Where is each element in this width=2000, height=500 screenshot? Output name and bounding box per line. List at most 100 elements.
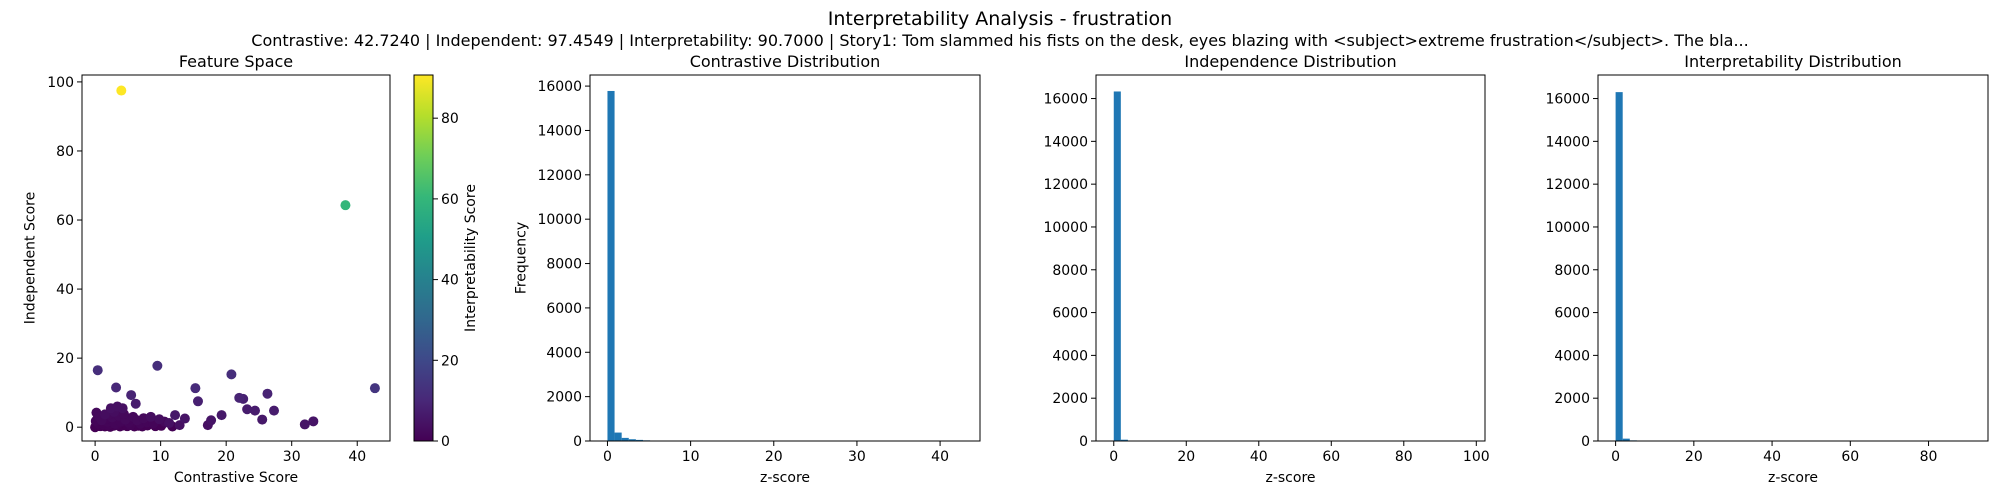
x-tick-label: 40 xyxy=(348,449,366,465)
y-tick-label: 0 xyxy=(1581,434,1590,450)
x-tick-label: 80 xyxy=(1395,449,1413,465)
y-tick-label: 0 xyxy=(1079,434,1088,450)
colorbar-tick-label: 40 xyxy=(441,273,459,289)
x-tick-label: 30 xyxy=(283,449,301,465)
histogram-bar xyxy=(607,90,615,441)
scatter-point xyxy=(152,360,163,371)
scatter-point xyxy=(126,390,137,401)
x-axis-label: z-score xyxy=(1265,470,1315,486)
y-tick-label: 8000 xyxy=(1554,263,1590,279)
y-tick-label: 12000 xyxy=(537,168,582,184)
y-tick-label: 60 xyxy=(56,213,74,229)
y-tick-label: 16000 xyxy=(1043,92,1088,108)
subplot-title: Feature Space xyxy=(179,52,293,71)
scatter-point xyxy=(216,410,227,421)
scatter-point xyxy=(242,404,253,415)
scatter-point xyxy=(154,414,165,425)
colorbar-tick-label: 60 xyxy=(441,192,459,208)
subplot-4: 0 20 40 60 80 0 2000 4000 6000 8000 10000 12000 1400… xyxy=(1545,52,1989,486)
y-tick-label: 14000 xyxy=(1545,134,1590,150)
y-tick-label: 80 xyxy=(56,144,74,160)
y-tick-label: 16000 xyxy=(537,79,582,95)
figure-title: Interpretability Analysis - frustration xyxy=(828,8,1172,30)
colorbar-tick-label: 20 xyxy=(441,353,459,369)
subplot-title: Independence Distribution xyxy=(1184,52,1396,71)
y-tick-label: 2000 xyxy=(1554,391,1590,407)
scatter-point xyxy=(340,200,351,211)
y-tick-label: 0 xyxy=(573,434,582,450)
histogram-bar xyxy=(1120,439,1128,441)
x-tick-label: 80 xyxy=(1920,449,1938,465)
scatter-point xyxy=(130,398,141,409)
x-tick-label: 40 xyxy=(1763,449,1781,465)
y-tick-label: 20 xyxy=(56,351,74,367)
y-tick-label: 16000 xyxy=(1545,92,1590,108)
scatter-point xyxy=(192,396,203,407)
x-axis-label: Contrastive Score xyxy=(174,470,298,486)
y-tick-label: 6000 xyxy=(1554,306,1590,322)
y-tick-label: 6000 xyxy=(546,301,582,317)
scatter-point xyxy=(190,383,201,394)
scatter-point xyxy=(308,416,319,427)
x-axis-label: z-score xyxy=(1768,470,1818,486)
x-tick-label: 40 xyxy=(931,449,949,465)
y-tick-label: 4000 xyxy=(1052,348,1088,364)
scatter-point xyxy=(369,383,380,394)
scatter-point xyxy=(206,415,217,426)
y-tick-label: 4000 xyxy=(1554,348,1590,364)
axes-frame xyxy=(81,74,391,442)
histogram-bar xyxy=(628,439,636,441)
x-tick-label: 60 xyxy=(1841,449,1859,465)
y-tick-label: 10000 xyxy=(1545,220,1590,236)
x-tick-label: 100 xyxy=(1463,449,1490,465)
figure-subtitle: Contrastive: 42.7240 | Independent: 97.4… xyxy=(251,31,1748,50)
scatter-point xyxy=(234,392,245,403)
y-tick-label: 6000 xyxy=(1052,306,1088,322)
histogram-bar xyxy=(614,432,622,441)
y-tick-label: 8000 xyxy=(1052,263,1088,279)
histogram-bar xyxy=(621,437,629,441)
y-tick-label: 100 xyxy=(47,75,74,91)
colorbar-tick-label: 80 xyxy=(441,111,459,127)
y-tick-label: 2000 xyxy=(1052,391,1088,407)
colorbar-label: Interpretability Score xyxy=(463,184,479,332)
scatter-point xyxy=(179,413,190,424)
y-tick-label: 0 xyxy=(65,420,74,436)
x-tick-label: 10 xyxy=(682,449,700,465)
x-tick-label: 40 xyxy=(1250,449,1268,465)
subplot-2: 0 10 20 30 40 0 2000 4000 6000 8000 10000 12000 1400… xyxy=(514,52,981,486)
scatter-point xyxy=(99,409,110,420)
y-tick-label: 10000 xyxy=(1043,220,1088,236)
y-tick-label: 8000 xyxy=(546,257,582,273)
scatter-point xyxy=(92,365,103,376)
axes-frame xyxy=(589,74,981,442)
x-tick-label: 30 xyxy=(848,449,866,465)
subplot-3: 0 20 40 60 80 100 0 2000 4000 6000 8000 10000 12000 1… xyxy=(1043,52,1489,486)
x-tick-label: 10 xyxy=(152,449,170,465)
scatter-point xyxy=(250,405,261,416)
subplot-title: Contrastive Distribution xyxy=(690,52,881,71)
axes-frame xyxy=(1597,74,1989,442)
scatter-point xyxy=(164,418,175,429)
scatter-point xyxy=(111,382,122,393)
x-tick-label: 20 xyxy=(217,449,235,465)
x-tick-label: 60 xyxy=(1322,449,1340,465)
scatter-point xyxy=(269,405,280,416)
histogram-bar xyxy=(1615,92,1623,442)
scatter-point xyxy=(117,403,128,414)
x-axis-label: z-score xyxy=(760,470,810,486)
y-tick-label: 40 xyxy=(56,282,74,298)
x-tick-label: 0 xyxy=(1109,449,1118,465)
y-tick-label: 10000 xyxy=(537,212,582,228)
y-axis-label: Frequency xyxy=(514,222,530,294)
scatter-point xyxy=(116,85,127,96)
subplot-1: 0 10 20 30 40 0 20 40 60 80 100 Feature Space Contra… xyxy=(23,52,480,486)
scatter-point xyxy=(257,414,268,425)
scatter-point xyxy=(299,419,310,430)
x-tick-label: 20 xyxy=(1685,449,1703,465)
scatter-point xyxy=(226,369,237,380)
histogram-bar xyxy=(1622,438,1630,441)
y-tick-label: 4000 xyxy=(546,345,582,361)
